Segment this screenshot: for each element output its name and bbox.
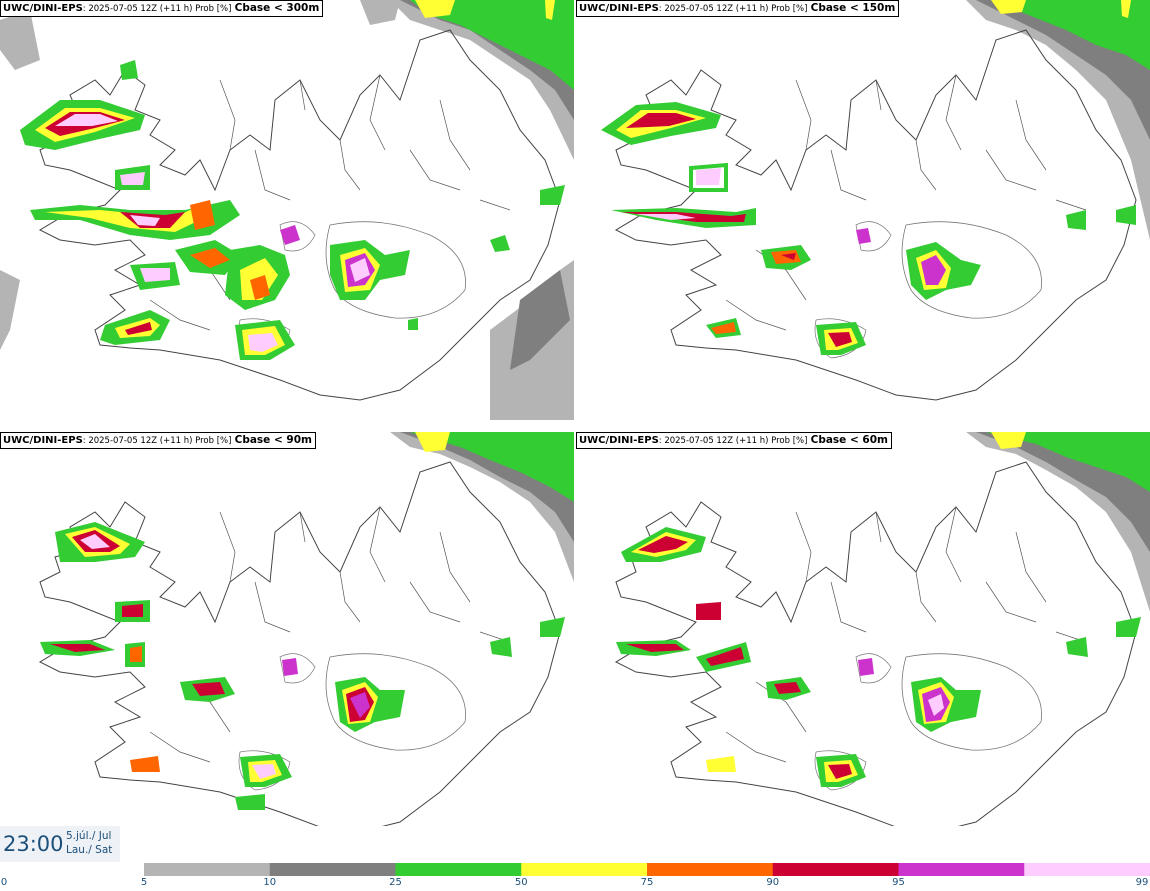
run-info: : 2025-07-05 12Z (+11 h) Prob [%] (658, 436, 808, 446)
colorbar-band (772, 863, 899, 876)
colorbar-band (647, 863, 774, 876)
colorbar-band (269, 863, 396, 876)
colorbar-band (144, 863, 271, 876)
colorbar-label: 99 (1135, 877, 1149, 888)
panel-title: UWC/DINI-EPS: 2025-07-05 12Z (+11 h) Pro… (576, 0, 900, 17)
model-name: UWC/DINI-EPS (579, 3, 659, 14)
probability-map-60m (615, 432, 1150, 826)
colorbar-label: 10 (263, 877, 277, 888)
map-panel-300m: UWC/DINI-EPS: 2025-07-05 12Z (+11 h) Pro… (0, 0, 574, 428)
colorbar-label: 95 (892, 877, 905, 888)
colorbar-bands (144, 863, 1150, 876)
model-name: UWC/DINI-EPS (3, 435, 83, 446)
colorbar-label: 75 (640, 877, 654, 888)
colorbar-label: 0 (0, 877, 8, 888)
model-name: UWC/DINI-EPS (3, 3, 83, 14)
run-info: : 2025-07-05 12Z (+11 h) Prob [%] (82, 436, 232, 446)
colorbar-band (521, 863, 648, 876)
panel-title: UWC/DINI-EPS: 2025-07-05 12Z (+11 h) Pro… (0, 432, 316, 449)
valid-time-box: 23:00 5.júl./ Jul Lau./ Sat (0, 826, 120, 862)
model-name: UWC/DINI-EPS (579, 435, 659, 446)
field-name: Cbase < 150m (810, 2, 896, 14)
colorbar-label: 90 (766, 877, 780, 888)
run-info: : 2025-07-05 12Z (+11 h) Prob [%] (658, 4, 808, 14)
map-panel-60m: UWC/DINI-EPS: 2025-07-05 12Z (+11 h) Pro… (576, 432, 1150, 826)
field-name: Cbase < 90m (234, 434, 312, 446)
colorbar-label: 5 (140, 877, 148, 888)
panel-title: UWC/DINI-EPS: 2025-07-05 12Z (+11 h) Pro… (576, 432, 892, 449)
colorbar-band (898, 863, 1025, 876)
field-name: Cbase < 300m (234, 2, 320, 14)
probability-map-300m (0, 0, 574, 420)
valid-date: 5.júl./ Jul Lau./ Sat (66, 829, 112, 857)
probability-map-90m (39, 432, 574, 826)
valid-time: 23:00 (3, 832, 64, 856)
date-line-2: Lau./ Sat (66, 844, 113, 856)
run-info: : 2025-07-05 12Z (+11 h) Prob [%] (82, 4, 232, 14)
colorbar-label: 50 (514, 877, 528, 888)
date-line-1: 5.júl./ Jul (66, 830, 112, 842)
panel-title: UWC/DINI-EPS: 2025-07-05 12Z (+11 h) Pro… (0, 0, 324, 17)
probability-map-150m (601, 0, 1150, 401)
colorbar-band (1024, 863, 1150, 876)
colorbar-label: 25 (389, 877, 402, 888)
field-name: Cbase < 60m (810, 434, 888, 446)
colorbar (144, 863, 1150, 876)
map-panel-150m: UWC/DINI-EPS: 2025-07-05 12Z (+11 h) Pro… (576, 0, 1150, 428)
colorbar-band (395, 863, 522, 876)
map-panel-90m: UWC/DINI-EPS: 2025-07-05 12Z (+11 h) Pro… (0, 432, 574, 826)
